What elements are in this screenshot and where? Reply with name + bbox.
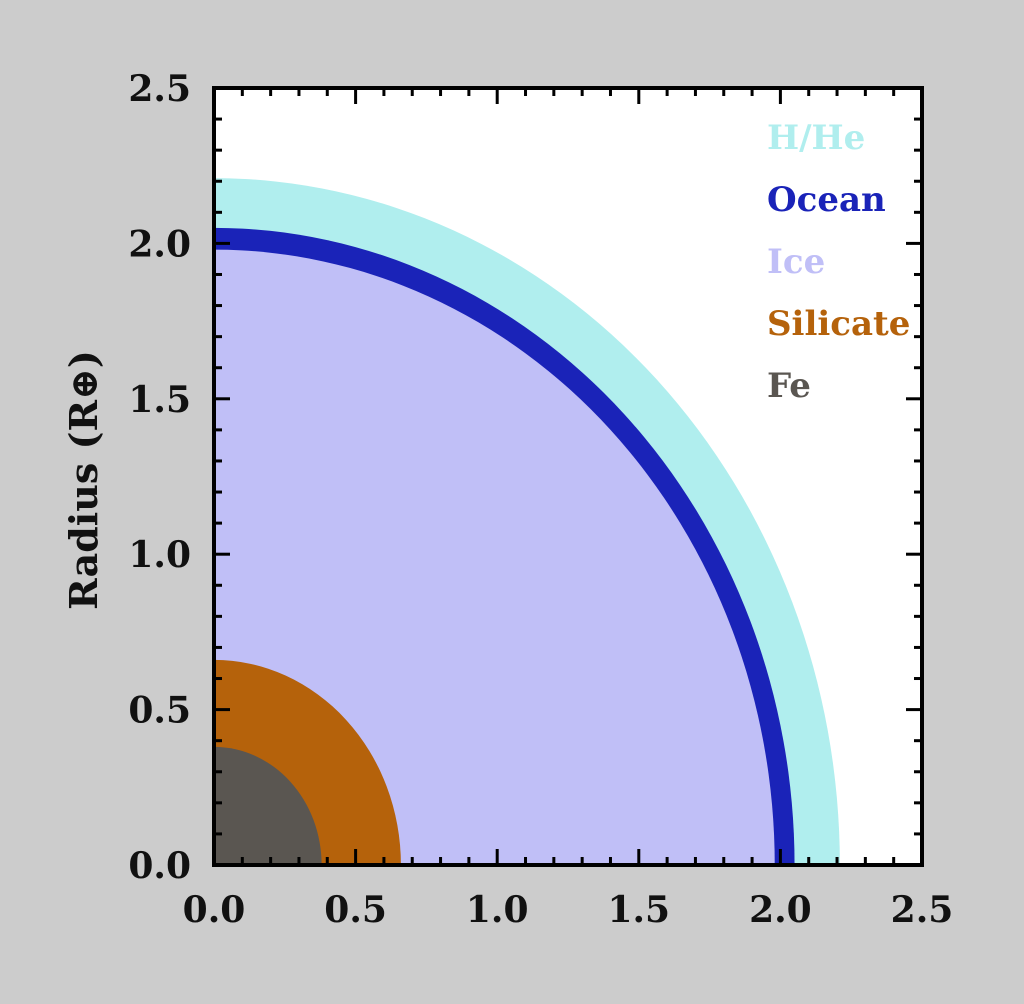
- x-tick-label: 2.0: [749, 889, 812, 931]
- y-tick-label: 0.5: [128, 690, 191, 732]
- x-tick-label: 0.0: [183, 889, 246, 931]
- legend-entry-ice: Ice: [767, 242, 825, 282]
- layer-fe: [214, 746, 322, 865]
- x-tick-label: 1.0: [466, 889, 529, 931]
- x-tick-label: 2.5: [891, 889, 954, 931]
- legend-entry-h-he: H/He: [767, 118, 865, 158]
- y-axis-label: Radius (R⊕): [61, 350, 106, 610]
- x-tick-label: 1.5: [607, 889, 670, 931]
- legend-entry-fe: Fe: [767, 366, 811, 406]
- planet-layers: [214, 178, 840, 866]
- y-tick-label: 1.0: [128, 534, 191, 576]
- y-tick-label: 2.0: [128, 223, 191, 265]
- legend-entry-silicate: Silicate: [767, 304, 910, 344]
- y-tick-label: 2.5: [128, 68, 191, 110]
- layer-ice: [214, 249, 775, 866]
- legend-entry-ocean: Ocean: [767, 180, 886, 220]
- x-tick-labels: 0.0 0.5 1.0 1.5 2.0 2.5: [183, 889, 954, 931]
- y-tick-label: 1.5: [128, 379, 191, 421]
- legend: H/He Ocean Ice Silicate Fe: [767, 118, 910, 406]
- x-tick-label: 0.5: [324, 889, 387, 931]
- y-tick-labels: 0.0 0.5 1.0 1.5 2.0 2.5: [128, 68, 191, 887]
- plot-frame: [212, 86, 924, 867]
- y-tick-label: 0.0: [128, 845, 191, 887]
